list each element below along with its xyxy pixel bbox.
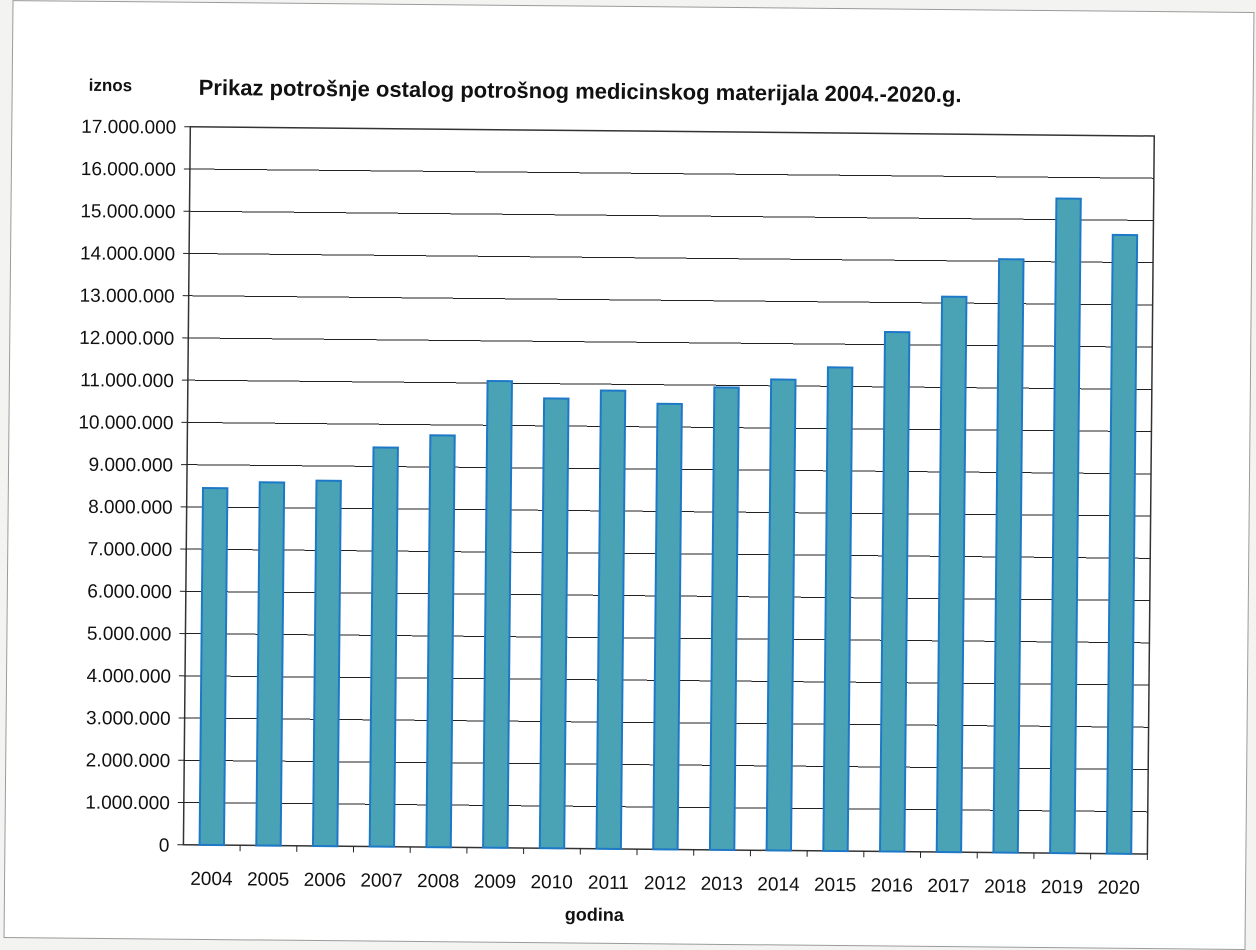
y-tick-label: 9.000.000 [88,455,173,477]
y-tick-label: 16.000.000 [81,159,176,181]
bar [538,397,570,850]
x-tick-label: 2004 [190,869,233,890]
x-tick-label: 2016 [871,875,913,896]
x-tick-label: 2009 [474,872,516,893]
y-tick-label: 0 [159,836,170,857]
y-tick-label: 10.000.000 [78,412,173,434]
bar [1105,233,1139,855]
bar-chart: 0 1.000.000 2.000.000 3.000.000 4.000.000 5.0… [78,117,1156,899]
x-tick-label: 2015 [814,875,856,896]
bar [1049,197,1082,855]
bar [992,258,1025,854]
gridline [188,295,1153,306]
bar [935,295,968,854]
x-tick-label: 2010 [530,872,572,893]
bar [652,402,683,851]
y-tick-label: 14.000.000 [80,243,175,265]
x-tick-label: 2020 [1097,878,1139,899]
gridline [188,337,1153,348]
y-tick-label: 15.000.000 [80,201,175,223]
y-tick-label: 7.000.000 [88,539,173,561]
x-tick-label: 2012 [644,873,686,894]
x-tick-label: 2006 [304,870,346,891]
bar [482,379,513,849]
bar [425,434,456,849]
y-tick-label: 3.000.000 [86,708,171,730]
y-tick-label: 1.000.000 [85,793,170,815]
y-tick-label: 2.000.000 [86,750,171,772]
y-tick-label: 11.000.000 [80,370,174,392]
y-tick-label: 12.000.000 [79,328,174,350]
bar [765,378,797,852]
bar [708,386,740,852]
y-tick-label: 17.000.000 [81,117,176,139]
bar [198,487,229,847]
bar [595,389,627,850]
gridline [189,168,1154,179]
gridline [189,210,1154,222]
y-tick-label: 13.000.000 [79,286,174,308]
bar [311,479,342,848]
x-tick-label: 2017 [927,876,969,897]
x-tick-label: 2005 [247,869,289,890]
bar [368,446,399,848]
gridline [189,252,1154,264]
bar [822,366,854,853]
chart-page: Prikaz potrošnje ostalog potrošnog medic… [3,0,1255,950]
x-tick-label: 2014 [757,874,800,895]
y-tick-label: 6.000.000 [87,581,172,603]
gridline [187,379,1152,390]
x-tick-label: 2008 [417,871,459,892]
x-tick-label: 2019 [1041,877,1083,898]
x-tick-label: 2007 [360,870,402,891]
x-tick-label: 2013 [701,874,743,895]
y-tick-label: 4.000.000 [86,666,171,688]
x-tick-label: 2011 [588,873,629,894]
bar [255,481,286,847]
bar [879,330,911,853]
x-tick-label: 2018 [984,876,1026,897]
y-tick-label: 5.000.000 [87,624,172,646]
y-tick-label: 8.000.000 [88,497,173,519]
